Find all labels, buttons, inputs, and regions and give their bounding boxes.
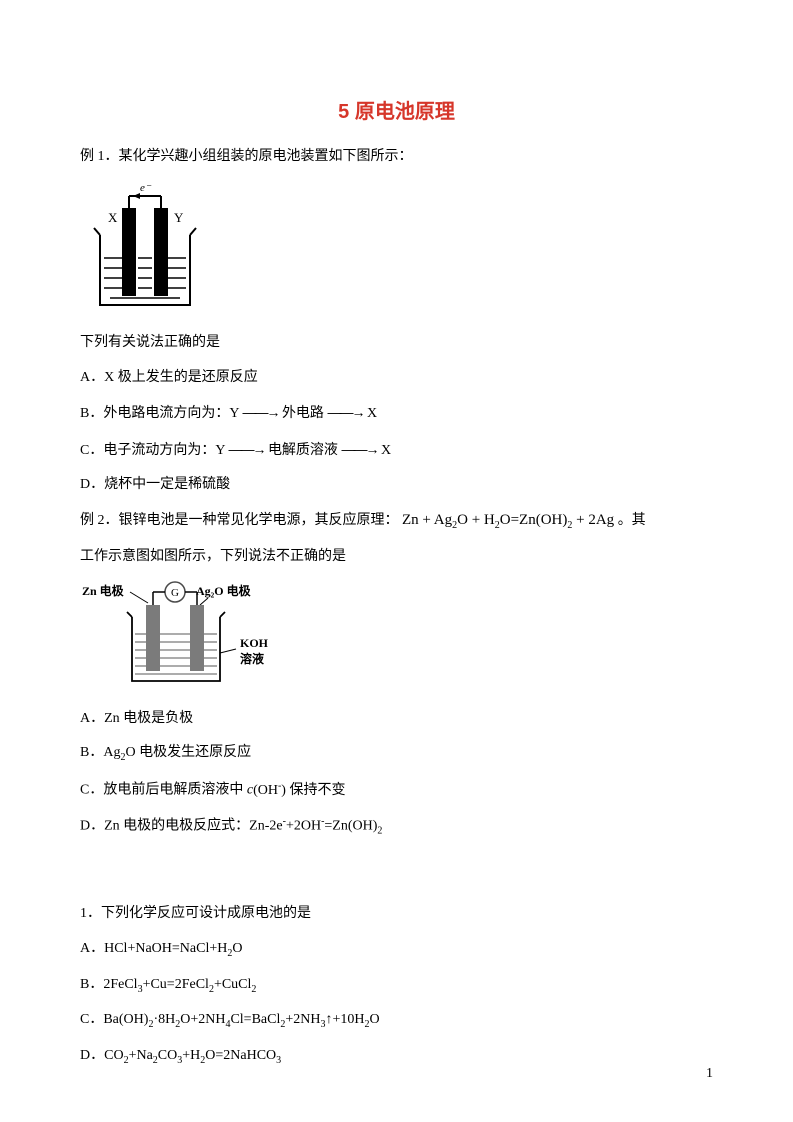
diagram1-label-y: Y <box>174 210 184 225</box>
diagram2-label-ag: Ag₂O 电极 <box>196 583 252 598</box>
example1-option-c: C．电子流动方向为：Y ——→ 电解质溶液 ——→ X <box>80 438 713 462</box>
example2-option-d: D．Zn 电极的电极反应式：Zn-2e-+2OH-=Zn(OH)2 <box>80 814 713 839</box>
equation: Zn + Ag2O + H2O=Zn(OH)2 + 2Ag <box>402 512 614 528</box>
diagram2-label-koh: KOH <box>240 636 269 650</box>
example1-intro: 例 1．某化学兴趣小组组装的原电池装置如下图所示： <box>80 146 713 168</box>
q1-option-a: A．HCl+NaOH=NaCl+H2O <box>80 938 713 962</box>
example1-option-b: B．外电路电流方向为：Y ——→ 外电路 ——→ X <box>80 401 713 425</box>
document-page: 5 原电池原理 例 1．某化学兴趣小组组装的原电池装置如下图所示： <box>0 0 793 1122</box>
option-text: 外电路 <box>282 406 324 421</box>
arrow-icon: ——→ <box>327 401 363 423</box>
arrow-icon: ——→ <box>242 401 278 423</box>
intro-text: 。其 <box>618 513 646 528</box>
example2-option-b: B．Ag2O 电极发生还原反应 <box>80 742 713 766</box>
arrow-icon: ——→ <box>228 438 264 460</box>
option-text: 电解质溶液 <box>268 443 338 458</box>
diagram2-meter-label: G <box>171 587 179 599</box>
diagram2-label-sol: 溶液 <box>240 651 264 666</box>
example2-option-a: A．Zn 电极是负极 <box>80 708 713 730</box>
example1-option-a: A．X 极上发生的是还原反应 <box>80 367 713 389</box>
option-text: C．放电前后电解质溶液中 <box>80 783 247 798</box>
spacer <box>80 851 713 891</box>
option-text: B．外电路电流方向为：Y <box>80 406 239 421</box>
q1-stem: 1．下列化学反应可设计成原电池的是 <box>80 903 713 925</box>
diagram1-label-e: e⁻ <box>140 182 152 194</box>
q1-option-c: C．Ba(OH)2·8H2O+2NH4Cl=BaCl2+2NH3↑+10H2O <box>80 1009 713 1033</box>
page-title: 5 原电池原理 <box>80 95 713 124</box>
option-text: X <box>367 406 377 421</box>
diagram1-label-x: X <box>108 210 118 225</box>
example1-stem: 下列有关说法正确的是 <box>80 332 713 354</box>
example2-diagram: Zn 电极 Ag₂O 电极 KOH 溶液 G <box>80 581 713 696</box>
arrow-icon: ——→ <box>341 438 377 460</box>
page-number: 1 <box>706 1066 713 1082</box>
example2-intro2: 工作示意图如图所示，下列说法不正确的是 <box>80 546 713 568</box>
example2-intro: 例 2．银锌电池是一种常见化学电源，其反应原理： Zn + Ag2O + H2O… <box>80 508 713 534</box>
option-text: C．电子流动方向为：Y <box>80 443 225 458</box>
option-text: X <box>381 443 391 458</box>
example1-option-d: D．烧杯中一定是稀硫酸 <box>80 474 713 496</box>
example1-diagram: X Y e⁻ <box>80 180 713 320</box>
intro-text: 例 2．银锌电池是一种常见化学电源，其反应原理： <box>80 513 399 528</box>
option-text: (OH-) 保持不变 <box>253 783 345 798</box>
q1-option-b: B．2FeCl3+Cu=2FeCl2+CuCl2 <box>80 974 713 998</box>
example2-option-c: C．放电前后电解质溶液中 c(OH-) 保持不变 <box>80 778 713 802</box>
diagram2-label-zn: Zn 电极 <box>82 583 125 598</box>
q1-option-d: D．CO2+Na2CO3+H2O=2NaHCO3 <box>80 1045 713 1069</box>
